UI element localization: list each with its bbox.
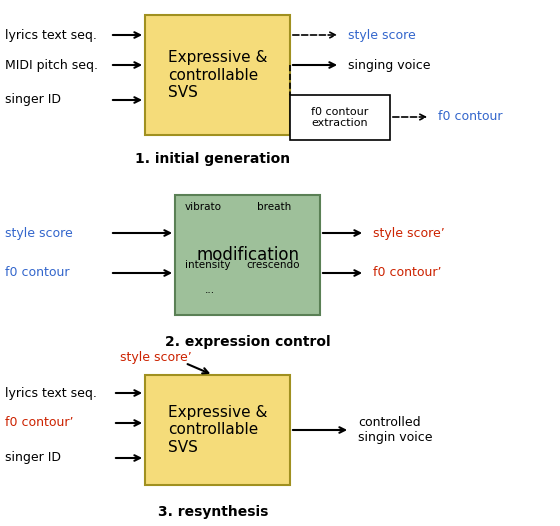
Text: style score’: style score’ (373, 227, 445, 239)
Bar (145, 375, 290, 485)
Text: intensity: intensity (185, 260, 231, 270)
Text: lyrics text seq.: lyrics text seq. (5, 387, 97, 400)
Text: singer ID: singer ID (5, 94, 61, 106)
Text: ...: ... (205, 285, 215, 295)
Bar (290, 95, 390, 140)
Text: 3. resynthesis: 3. resynthesis (158, 505, 268, 519)
Text: breath: breath (257, 202, 291, 212)
Bar (145, 15, 290, 135)
Text: MIDI pitch seq.: MIDI pitch seq. (5, 58, 98, 72)
Text: f0 contour’: f0 contour’ (5, 417, 73, 430)
Text: f0 contour
extraction: f0 contour extraction (311, 107, 368, 128)
Text: singer ID: singer ID (5, 451, 61, 464)
Text: 2. expression control: 2. expression control (165, 335, 331, 349)
Text: crescendo: crescendo (246, 260, 300, 270)
Text: modification: modification (196, 246, 299, 264)
Text: controlled
singin voice: controlled singin voice (358, 416, 432, 444)
Text: f0 contour: f0 contour (438, 110, 502, 124)
Text: singing voice: singing voice (348, 58, 431, 72)
Text: 1. initial generation: 1. initial generation (136, 152, 291, 166)
Text: Expressive &
controllable
SVS: Expressive & controllable SVS (168, 405, 267, 455)
Text: f0 contour: f0 contour (5, 267, 69, 279)
Bar (175, 195, 320, 315)
Text: style score: style score (348, 28, 416, 42)
Text: vibrato: vibrato (185, 202, 222, 212)
Text: f0 contour’: f0 contour’ (373, 267, 441, 279)
Text: lyrics text seq.: lyrics text seq. (5, 28, 97, 42)
Text: Expressive &
controllable
SVS: Expressive & controllable SVS (168, 50, 267, 100)
Text: style score: style score (5, 227, 73, 239)
Text: style score’: style score’ (120, 351, 192, 365)
